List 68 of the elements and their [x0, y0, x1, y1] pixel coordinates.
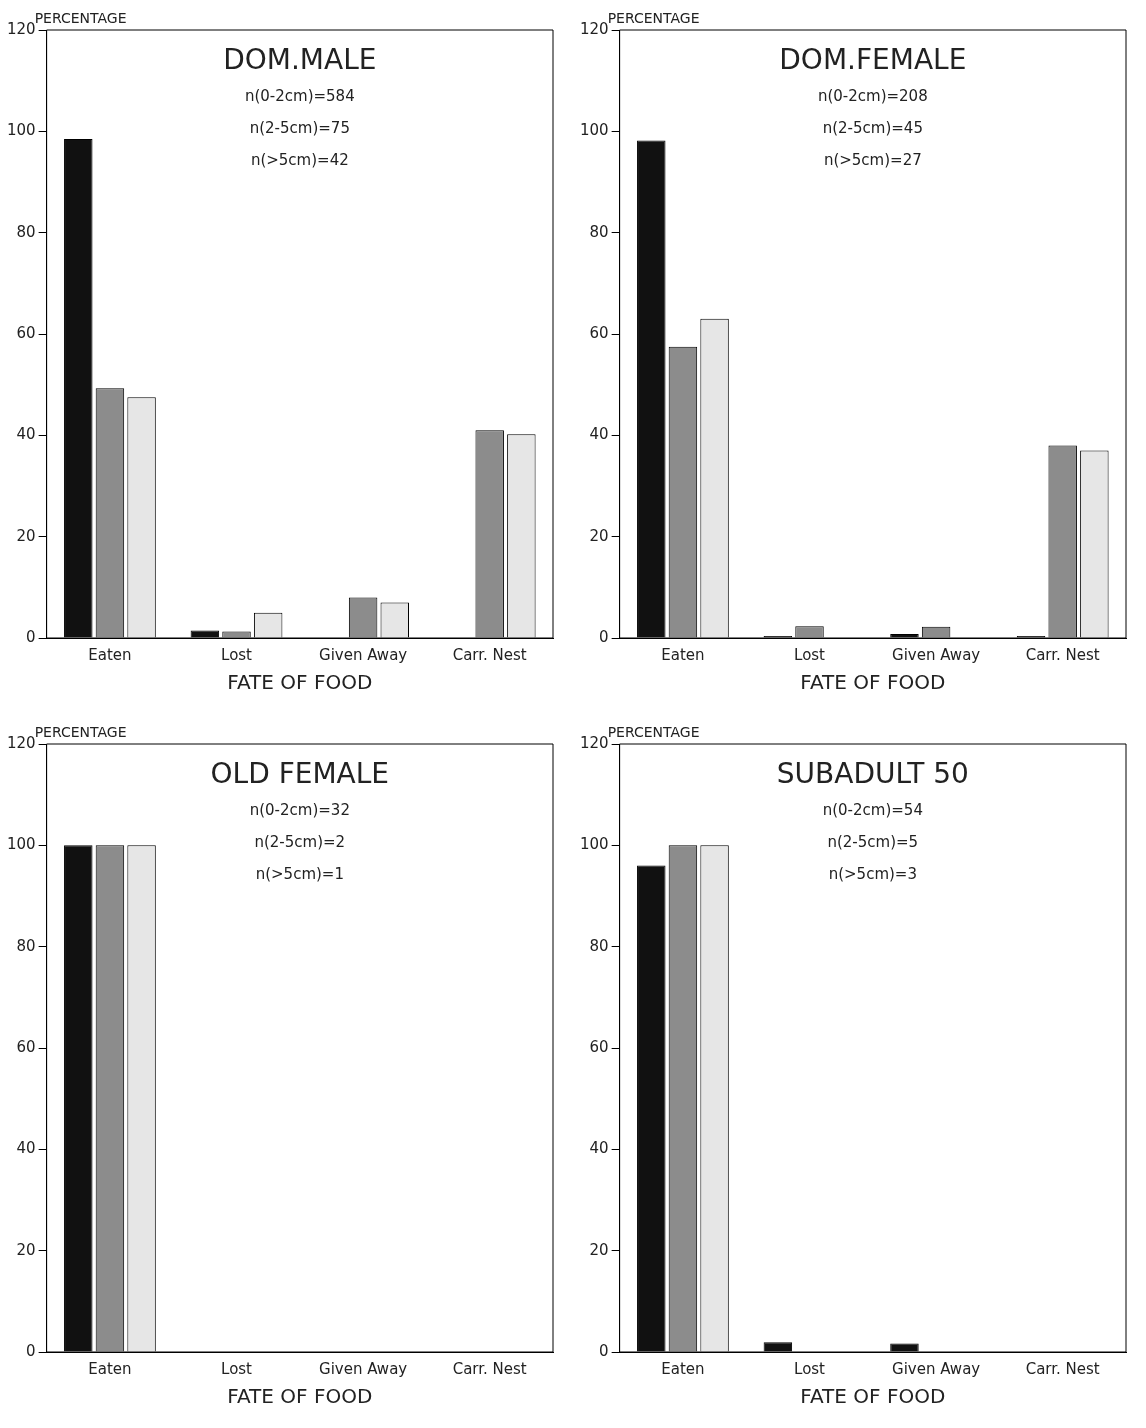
- y-tick-label: 60: [16, 1037, 36, 1056]
- annotation: n(2-5cm)=5: [827, 833, 919, 852]
- x-tick-label: Eaten: [88, 645, 132, 664]
- annotation: n(>5cm)=1: [255, 865, 344, 884]
- x-tick-label: Eaten: [88, 1359, 132, 1378]
- y-tick-label: 20: [589, 526, 609, 545]
- y-tick-label: 80: [16, 222, 36, 241]
- y-tick-label: 40: [16, 1139, 36, 1158]
- y-axis-title: PERCENTAGE: [607, 9, 700, 26]
- annotation: n(2-5cm)=45: [822, 119, 923, 138]
- annotation: n(0-2cm)=32: [249, 801, 350, 820]
- y-tick-label: 0: [599, 1341, 609, 1360]
- y-tick-label: 0: [26, 1341, 36, 1360]
- x-tick-label: Carr. Nest: [1025, 645, 1100, 664]
- y-tick-label: 120: [579, 19, 609, 38]
- annotation: n(>5cm)=27: [823, 151, 922, 170]
- annotation: n(>5cm)=42: [250, 151, 349, 170]
- text: DOM.FEMALE: [779, 43, 967, 77]
- y-tick-label: 40: [589, 1139, 609, 1158]
- x-tick-label: Lost: [221, 1359, 253, 1378]
- annotation: n(>5cm)=3: [828, 865, 917, 884]
- y-tick-label: 120: [6, 19, 36, 38]
- annotation: n(2-5cm)=75: [249, 119, 350, 138]
- x-tick-label: Given Away: [319, 645, 408, 664]
- y-tick-label: 40: [589, 425, 609, 444]
- y-tick-label: 40: [16, 425, 36, 444]
- y-tick-label: 100: [6, 121, 36, 140]
- y-tick-label: 0: [26, 627, 36, 646]
- x-tick-label: Carr. Nest: [452, 1359, 527, 1378]
- y-tick-label: 100: [579, 121, 609, 140]
- y-tick-label: 60: [16, 323, 36, 342]
- y-tick-label: 80: [589, 936, 609, 955]
- annotation: n(0-2cm)=54: [822, 801, 923, 820]
- y-tick-label: 120: [579, 733, 609, 752]
- x-axis-title: FATE OF FOOD: [227, 1384, 373, 1409]
- x-tick-label: Carr. Nest: [1025, 1359, 1100, 1378]
- x-tick-label: Given Away: [319, 1359, 408, 1378]
- annotation: n(0-2cm)=584: [244, 87, 355, 106]
- annotation: n(2-5cm)=2: [254, 833, 346, 852]
- x-axis-title: FATE OF FOOD: [800, 1384, 946, 1409]
- y-tick-label: 20: [589, 1240, 609, 1259]
- x-axis-title: FATE OF FOOD: [227, 670, 373, 695]
- y-tick-label: 60: [589, 323, 609, 342]
- y-tick-label: 20: [16, 1240, 36, 1259]
- text: SUBADULT 50: [776, 757, 969, 791]
- x-tick-label: Lost: [794, 1359, 826, 1378]
- y-tick-label: 60: [589, 1037, 609, 1056]
- y-tick-label: 100: [579, 835, 609, 854]
- x-axis-title: FATE OF FOOD: [800, 670, 946, 695]
- y-axis-title: PERCENTAGE: [607, 723, 700, 740]
- x-tick-label: Given Away: [892, 645, 981, 664]
- y-tick-label: 100: [6, 835, 36, 854]
- y-axis-title: PERCENTAGE: [34, 9, 127, 26]
- y-tick-label: 80: [589, 222, 609, 241]
- x-tick-label: Eaten: [661, 645, 705, 664]
- y-tick-label: 80: [16, 936, 36, 955]
- y-tick-label: 120: [6, 733, 36, 752]
- text: OLD FEMALE: [210, 757, 390, 791]
- x-tick-label: Eaten: [661, 1359, 705, 1378]
- annotation: n(0-2cm)=208: [817, 87, 928, 106]
- y-tick-label: 20: [16, 526, 36, 545]
- x-tick-label: Lost: [221, 645, 253, 664]
- x-tick-label: Given Away: [892, 1359, 981, 1378]
- y-axis-title: PERCENTAGE: [34, 723, 127, 740]
- y-tick-label: 0: [599, 627, 609, 646]
- x-tick-label: Carr. Nest: [452, 645, 527, 664]
- x-tick-label: Lost: [794, 645, 826, 664]
- text: DOM.MALE: [223, 43, 377, 77]
